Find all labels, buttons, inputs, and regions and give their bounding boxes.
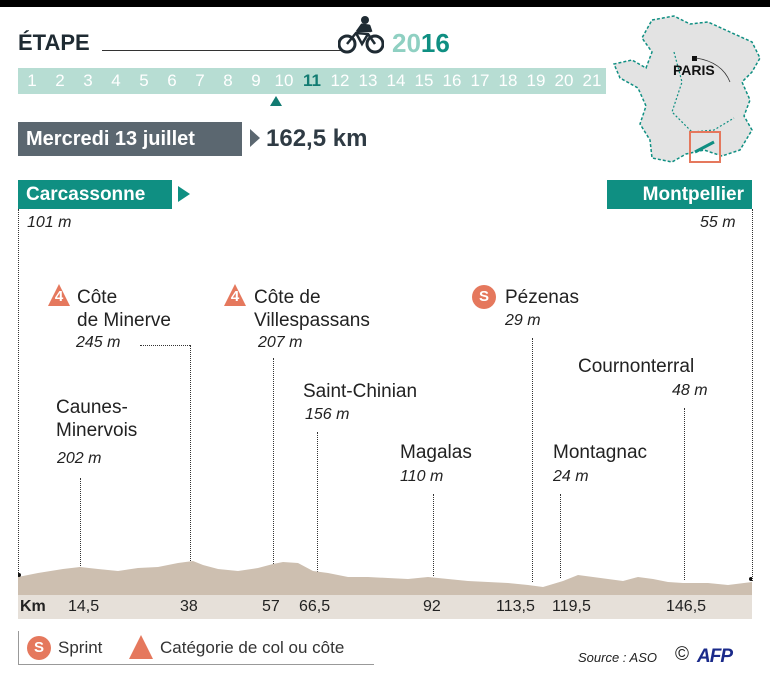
top-bar	[0, 0, 770, 7]
stage-11: 11	[303, 71, 321, 90]
category-triangle-icon	[224, 284, 246, 306]
category-triangle-icon	[48, 284, 70, 306]
elevation-profile	[18, 561, 752, 595]
stage-7: 7	[195, 71, 205, 90]
km-axis: Km 14,5 38 57 66,5 92 113,5 119,5 146,5	[18, 595, 752, 619]
guide-caunes-minervois	[80, 478, 81, 576]
point-caunes-minervois: Caunes- Minervois	[56, 397, 138, 441]
leader-cote-de-minerve	[140, 345, 190, 346]
km-tick-magalas: 92	[423, 598, 441, 615]
cyclist-icon	[338, 16, 384, 54]
category-villespassans: 4	[230, 288, 240, 305]
guide-saint-chinian	[317, 432, 318, 574]
france-map-icon	[612, 15, 761, 163]
finish-city: Montpellier	[607, 180, 752, 209]
km-axis-label: Km	[20, 598, 46, 615]
stage-20: 20	[554, 71, 574, 90]
year: 2016	[392, 28, 450, 59]
point-pezenas: Pézenas	[505, 287, 579, 308]
stage-17: 17	[470, 71, 490, 90]
stage-8: 8	[223, 71, 233, 90]
altitude-cournonterral: 48 m	[672, 382, 708, 399]
etape-title: ÉTAPE	[18, 30, 90, 55]
stage-4: 4	[111, 71, 121, 90]
altitude-pezenas: 29 m	[505, 312, 541, 329]
afp-logo: AFP	[697, 646, 733, 667]
stage-9: 9	[251, 71, 261, 90]
legend-climb-label: Catégorie de col ou côte	[160, 638, 345, 657]
stage-16: 16	[442, 71, 462, 90]
altitude-saint-chinian: 156 m	[305, 406, 350, 423]
etape-line	[102, 50, 342, 51]
start-arrow-icon	[178, 186, 190, 202]
altitude-cote-de-minerve: 245 m	[76, 334, 121, 351]
stage-1: 1	[27, 71, 37, 90]
altitude-caunes-minervois: 202 m	[57, 450, 102, 467]
stage-bar: 1 2 3 4 5 6 7 8 9 10 11 12 13 14 15 16 17 18 19 20 21	[18, 68, 606, 94]
guide-cote-de-minerve	[190, 345, 191, 567]
stage-12: 12	[330, 71, 350, 90]
guide-magalas	[433, 494, 434, 576]
km-tick-saint-chinian: 66,5	[299, 598, 331, 615]
point-montagnac: Montagnac	[553, 442, 648, 463]
guide-cournonterral	[684, 408, 685, 580]
copyright-symbol: ©	[675, 644, 689, 665]
km-tick-villespassans: 57	[262, 598, 280, 615]
altitude-cote-de-villespassans: 207 m	[258, 334, 303, 351]
stage-date: Mercredi 13 juillet	[18, 122, 242, 156]
year-prefix: 20	[392, 28, 421, 58]
stage-marker	[270, 96, 282, 106]
point-magalas: Magalas	[400, 442, 472, 463]
source: Source : ASO	[578, 650, 657, 665]
start-guide-line	[18, 209, 19, 573]
altitude-magalas: 110 m	[400, 468, 444, 485]
start-city: Carcassonne	[18, 180, 172, 209]
guide-pezenas	[532, 338, 533, 582]
km-tick-caunes: 14,5	[68, 598, 100, 615]
stage-distance: 162,5 km	[266, 125, 368, 152]
point-cote-de-minerve: Côte de Minerve	[77, 287, 171, 331]
category-minerve: 4	[54, 288, 64, 305]
legend-sprint-label: Sprint	[58, 638, 103, 657]
stage-2: 2	[55, 71, 65, 90]
guide-montagnac	[560, 494, 561, 578]
finish-altitude: 55 m	[700, 214, 736, 231]
stage-15: 15	[414, 71, 434, 90]
stage-3: 3	[83, 71, 93, 90]
point-saint-chinian: Saint-Chinian	[303, 381, 418, 402]
year-suffix: 16	[420, 28, 450, 58]
map-city-paris: PARIS	[673, 62, 715, 78]
legend-sprint-icon: S	[27, 636, 51, 660]
km-tick-cournonterral: 146,5	[666, 598, 707, 615]
start-altitude: 101 m	[27, 214, 72, 231]
finish-guide-line	[752, 209, 753, 581]
legend-border	[18, 631, 19, 665]
stage-5: 5	[139, 71, 149, 90]
altitude-montagnac: 24 m	[553, 468, 589, 485]
km-tick-pezenas: 113,5	[496, 598, 535, 615]
stage-13: 13	[358, 71, 378, 90]
stage-18: 18	[498, 71, 518, 90]
stage-10: 10	[274, 71, 294, 90]
guide-cote-de-villespassans	[273, 358, 274, 566]
stage-19: 19	[526, 71, 546, 90]
km-tick-montagnac: 119,5	[552, 598, 591, 615]
legend-underline	[18, 664, 374, 665]
point-cournonterral: Cournonterral	[578, 356, 695, 377]
stage-6: 6	[167, 71, 177, 90]
km-tick-minerve: 38	[180, 598, 198, 615]
legend-climb-icon	[129, 635, 153, 659]
sprint-circle-icon: S	[472, 285, 496, 309]
stage-21: 21	[582, 71, 602, 90]
date-arrow-icon	[250, 129, 260, 147]
stage-14: 14	[386, 71, 406, 90]
point-cote-de-villespassans: Côte de Villespassans	[254, 287, 370, 331]
